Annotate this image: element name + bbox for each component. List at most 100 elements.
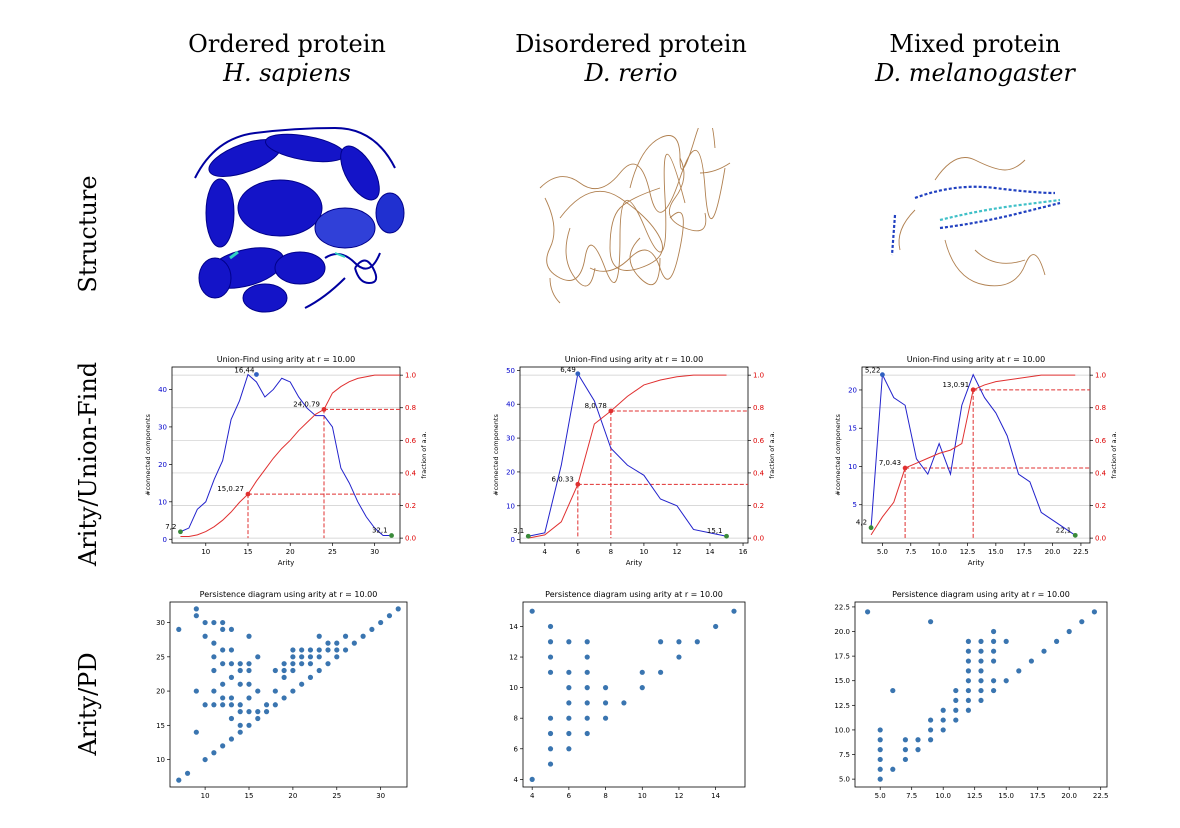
chart-title: Persistence diagram using arity at r = 1…	[892, 590, 1070, 599]
scatter-point	[263, 709, 270, 715]
y-tick-label: 30	[158, 423, 167, 431]
x-tick-label: 5.0	[875, 792, 886, 800]
x-tick-label: 12	[674, 792, 683, 800]
scatter-point	[360, 633, 366, 639]
scatter-point	[220, 695, 226, 701]
y-axis-label: #connected components	[834, 414, 842, 496]
scatter-point	[547, 639, 554, 645]
scatter-point	[211, 619, 217, 626]
x-tick-label: 20	[288, 792, 297, 800]
scatter-point	[965, 638, 971, 644]
scatter-point	[915, 737, 921, 743]
y-tick-label: 30	[506, 435, 515, 443]
scatter-point	[566, 700, 572, 706]
column-species: D. melanogaster	[875, 59, 1075, 87]
scatter-point	[386, 613, 393, 619]
scatter-point	[965, 658, 971, 664]
x-tick-label: 15	[244, 548, 253, 556]
x-tick-label: 25	[328, 548, 337, 556]
scatter-point	[246, 722, 252, 728]
scatter-point	[602, 700, 609, 706]
scatter-point	[902, 756, 908, 763]
scatter-point	[290, 647, 296, 653]
scatter-point	[202, 633, 208, 639]
y-tick-label: 17.5	[834, 653, 850, 661]
components-line	[180, 373, 392, 537]
scatter-point	[639, 685, 645, 691]
annotation-point	[245, 491, 251, 497]
x-tick-label: 8	[603, 792, 607, 800]
scatter-point	[237, 681, 243, 687]
scatter-point	[211, 702, 217, 708]
annotation-label: 7,0.43	[879, 459, 901, 467]
scatter-point	[902, 747, 908, 753]
scatter-point	[547, 715, 554, 721]
scatter-point	[299, 647, 305, 653]
scatter-point	[193, 729, 199, 735]
scatter-point	[228, 626, 235, 633]
components-line	[870, 372, 1076, 536]
x-tick-label: 14	[711, 792, 720, 800]
chart-title: Persistence diagram using arity at r = 1…	[200, 590, 378, 599]
scatter-point	[991, 638, 997, 644]
chart-title: Union-Find using arity at r = 10.00	[907, 355, 1045, 364]
scatter-point	[211, 640, 217, 646]
scatter-point	[584, 669, 590, 675]
scatter-point	[602, 685, 609, 691]
scatter-point	[1091, 609, 1097, 615]
scatter-point	[584, 639, 590, 645]
scatter-point	[246, 681, 252, 687]
scatter-point	[281, 667, 287, 674]
scatter-point	[307, 647, 314, 653]
column-header-disordered: Disordered protein D. rerio	[481, 30, 781, 88]
scatter-point	[547, 669, 554, 675]
scatter-point	[202, 756, 208, 763]
y2-tick-label: 0.0	[405, 535, 416, 543]
y-axis-label: #connected components	[144, 414, 152, 496]
y2-axis-label: fraction of a.a.	[1110, 431, 1118, 478]
scatter-point	[978, 678, 984, 684]
scatter-point	[991, 628, 997, 635]
scatter-point	[953, 687, 959, 694]
x-tick-label: 20.0	[1061, 792, 1077, 800]
y2-tick-label: 0.6	[753, 437, 765, 445]
scatter-point	[184, 770, 191, 776]
y-tick-label: 0	[163, 536, 167, 544]
scatter-point	[237, 722, 243, 728]
y-tick-label: 5.0	[839, 776, 850, 784]
x-tick-label: 20.0	[1045, 548, 1061, 556]
scatter-point	[316, 633, 322, 639]
scatter-point	[566, 746, 572, 752]
scatter-point	[325, 647, 331, 653]
scatter-point	[378, 619, 384, 626]
scatter-point	[566, 685, 572, 691]
y-tick-label: 40	[158, 386, 167, 394]
scatter-point	[220, 743, 226, 749]
annotation-label: 13,0.91	[942, 381, 969, 389]
y2-tick-label: 0.2	[753, 502, 764, 510]
scatter-point	[255, 688, 261, 694]
annotation-point	[321, 406, 327, 412]
scatter-point	[953, 707, 959, 713]
y-tick-label: 25	[156, 653, 165, 661]
scatter-point	[965, 697, 971, 704]
column-species: D. rerio	[584, 59, 678, 87]
scatter-point	[1041, 648, 1047, 654]
x-tick-label: 10	[201, 548, 210, 556]
scatter-point	[1066, 628, 1072, 635]
scatter-point	[1003, 678, 1009, 684]
scatter-point	[584, 685, 590, 691]
y-tick-label: 20.0	[834, 628, 850, 636]
y-axis-label: #connected components	[492, 414, 500, 496]
scatter-point	[991, 687, 997, 694]
scatter-point	[965, 707, 971, 713]
scatter-point	[676, 639, 682, 645]
y2-tick-label: 0.6	[1095, 437, 1107, 445]
y-tick-label: 14	[509, 623, 518, 631]
scatter-point	[281, 674, 287, 680]
y-tick-label: 50	[506, 367, 515, 375]
scatter-point	[237, 667, 243, 674]
scatter-point	[246, 667, 252, 674]
scatter-point	[290, 661, 296, 667]
scatter-point	[202, 702, 208, 708]
